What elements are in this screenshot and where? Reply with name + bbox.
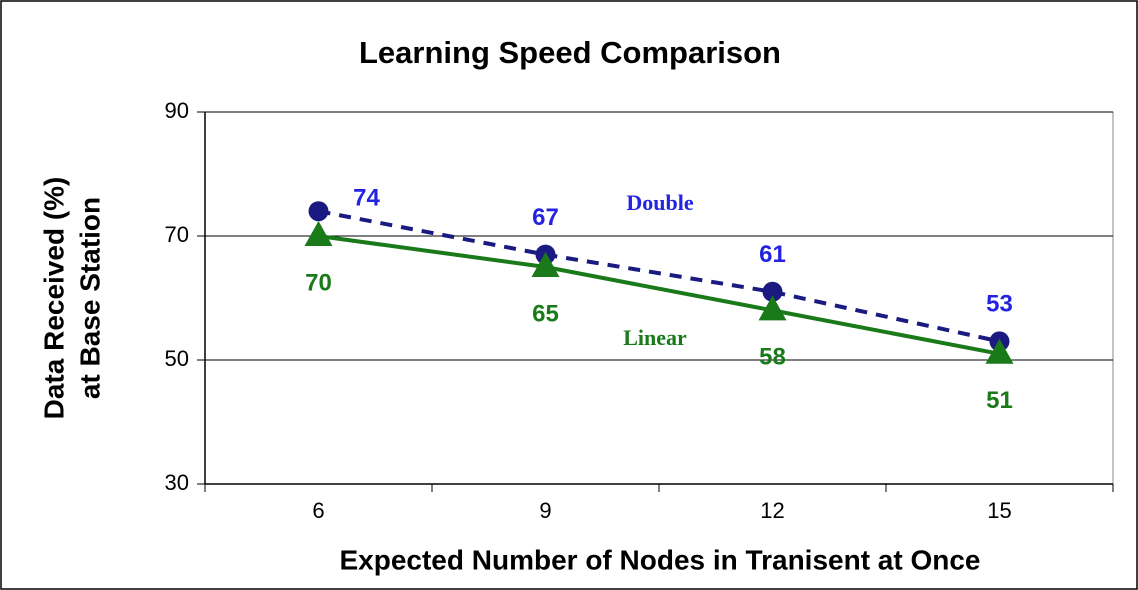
x-tick-label: 6 — [312, 498, 324, 523]
series-line — [318, 209, 1000, 344]
chart-title: Learning Speed Comparison — [359, 35, 781, 70]
point — [985, 338, 1014, 364]
point — [531, 252, 560, 277]
y-tick-label: 70 — [165, 222, 189, 247]
series-name: Linear — [623, 325, 687, 350]
x-tick-label: 15 — [987, 498, 1011, 523]
data-label: 65 — [532, 300, 559, 327]
point — [762, 281, 783, 302]
x-tick-label: 9 — [539, 498, 551, 523]
point — [308, 201, 329, 222]
data-label: 70 — [305, 269, 332, 296]
point — [304, 221, 333, 246]
y-tick-label: 30 — [165, 470, 189, 495]
x-tick-label: 12 — [760, 498, 784, 523]
data-label: 61 — [759, 241, 786, 268]
x-axis-label: Expected Number of Nodes in Tranisent at… — [339, 544, 980, 575]
y-axis-label: at Base Station — [74, 197, 105, 399]
data-label: 58 — [759, 344, 786, 371]
data-label: 74 — [353, 185, 380, 212]
data-label: 51 — [986, 387, 1013, 414]
series-line — [318, 234, 1000, 356]
series-name: Double — [626, 190, 693, 215]
data-label: 53 — [986, 291, 1013, 318]
y-tick-label: 50 — [165, 346, 189, 371]
data-label: 67 — [532, 204, 559, 231]
y-axis-label: Data Received (%) — [38, 177, 69, 420]
point — [758, 295, 787, 321]
y-tick-label: 90 — [165, 98, 189, 123]
